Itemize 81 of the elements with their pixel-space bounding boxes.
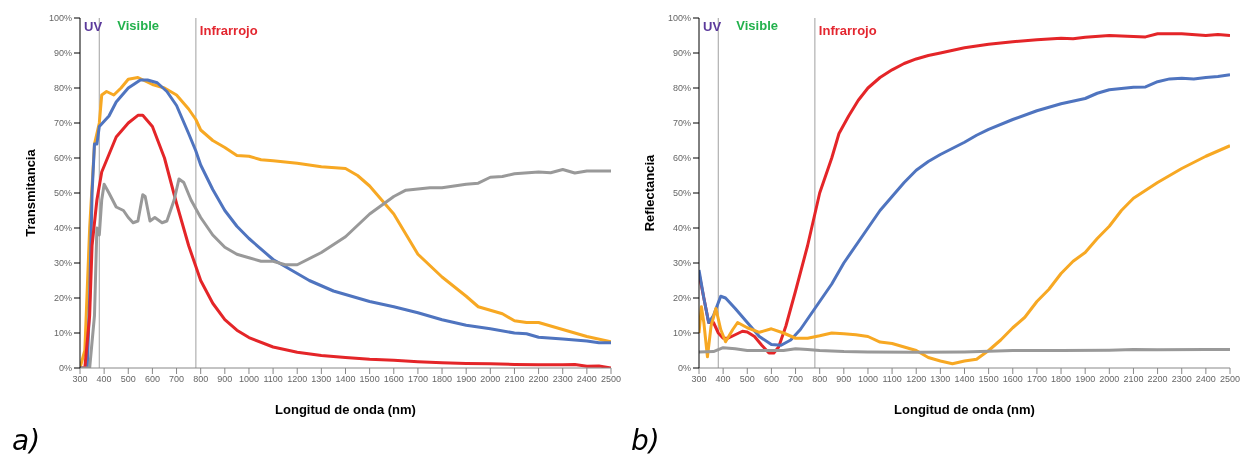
y-tick-label: 70%: [53, 118, 72, 129]
x-tick-label: 2300: [552, 374, 573, 385]
text: a): [12, 424, 41, 457]
y-axis-title: Transmitancia: [22, 148, 38, 237]
x-tick-label: 2000: [480, 374, 501, 385]
x-tick-label: 1000: [238, 374, 259, 385]
x-tick-label: 2500: [1219, 374, 1241, 385]
x-tick-label: 600: [144, 374, 160, 385]
x-tick-label: 1600: [1002, 374, 1023, 385]
x-tick-label: 1900: [1075, 374, 1096, 385]
y-tick-label: 20%: [672, 293, 691, 304]
y-tick-label: 80%: [53, 83, 72, 94]
annotation: Infrarrojo: [818, 23, 877, 38]
x-tick-label: 1500: [359, 374, 380, 385]
x-tick-label: 2400: [576, 374, 597, 385]
y-tick-label: 100%: [48, 13, 72, 24]
y-tick-label: 0%: [677, 363, 691, 374]
y-tick-label: 10%: [672, 328, 691, 339]
x-tick-label: 2400: [1195, 374, 1216, 385]
x-tick-label: 1200: [906, 374, 927, 385]
x-tick-label: 700: [169, 374, 185, 385]
x-tick-label: 1800: [1051, 374, 1072, 385]
x-tick-label: 1400: [335, 374, 356, 385]
y-tick-label: 90%: [672, 48, 691, 59]
x-tick-label: 900: [836, 374, 852, 385]
annotation: Visible: [736, 18, 778, 33]
y-tick-label: 20%: [53, 293, 72, 304]
annotation: Visible: [117, 18, 159, 33]
x-tick-label: 1900: [456, 374, 477, 385]
x-tick-label: 800: [193, 374, 209, 385]
x-tick-label: 300: [691, 374, 707, 385]
y-tick-label: 40%: [672, 223, 691, 234]
x-tick-label: 1100: [263, 374, 283, 385]
x-tick-label: 1100: [882, 374, 902, 385]
x-tick-label: 1700: [407, 374, 428, 385]
x-tick-label: 500: [120, 374, 136, 385]
x-tick-label: 600: [763, 374, 779, 385]
x-tick-label: 1300: [930, 374, 951, 385]
y-tick-label: 50%: [53, 188, 72, 199]
x-tick-label: 1000: [857, 374, 878, 385]
y-tick-label: 30%: [672, 258, 691, 269]
x-tick-label: 1800: [432, 374, 453, 385]
annotation: UV: [84, 19, 103, 34]
y-tick-label: 10%: [53, 328, 72, 339]
x-tick-label: 1600: [383, 374, 404, 385]
x-tick-label: 2100: [504, 374, 525, 385]
annotation: Infrarrojo: [199, 23, 258, 38]
x-tick-label: 700: [788, 374, 804, 385]
x-tick-label: 1500: [978, 374, 999, 385]
x-tick-label: 2100: [1123, 374, 1144, 385]
y-tick-label: 60%: [672, 153, 691, 164]
x-tick-label: 1700: [1026, 374, 1047, 385]
x-tick-label: 400: [96, 374, 112, 385]
x-tick-label: 2500: [600, 374, 622, 385]
y-axis-title: Reflectancia: [641, 153, 657, 232]
y-tick-label: 40%: [53, 223, 72, 234]
y-tick-label: 0%: [58, 363, 72, 374]
x-tick-label: 2300: [1171, 374, 1192, 385]
x-tick-label: 800: [812, 374, 828, 385]
y-tick-label: 70%: [672, 118, 691, 129]
x-tick-label: 900: [217, 374, 233, 385]
x-tick-label: 1200: [287, 374, 308, 385]
x-tick-label: 1400: [954, 374, 975, 385]
x-tick-label: 2200: [528, 374, 549, 385]
annotation: UV: [703, 19, 722, 34]
y-tick-label: 30%: [53, 258, 72, 269]
x-tick-label: 300: [72, 374, 88, 385]
y-tick-label: 100%: [667, 13, 691, 24]
x-axis-title: Longitud de onda (nm): [894, 402, 1035, 417]
text: b): [631, 424, 660, 457]
x-tick-label: 2200: [1147, 374, 1168, 385]
y-tick-label: 80%: [672, 83, 691, 94]
x-tick-label: 500: [739, 374, 755, 385]
x-tick-label: 400: [715, 374, 731, 385]
x-tick-label: 2000: [1099, 374, 1120, 385]
y-tick-label: 50%: [672, 188, 691, 199]
x-tick-label: 1300: [311, 374, 332, 385]
line-series: [699, 73, 1230, 347]
x-axis-title: Longitud de onda (nm): [275, 402, 416, 417]
y-tick-label: 60%: [53, 153, 72, 164]
y-tick-label: 90%: [53, 48, 72, 59]
